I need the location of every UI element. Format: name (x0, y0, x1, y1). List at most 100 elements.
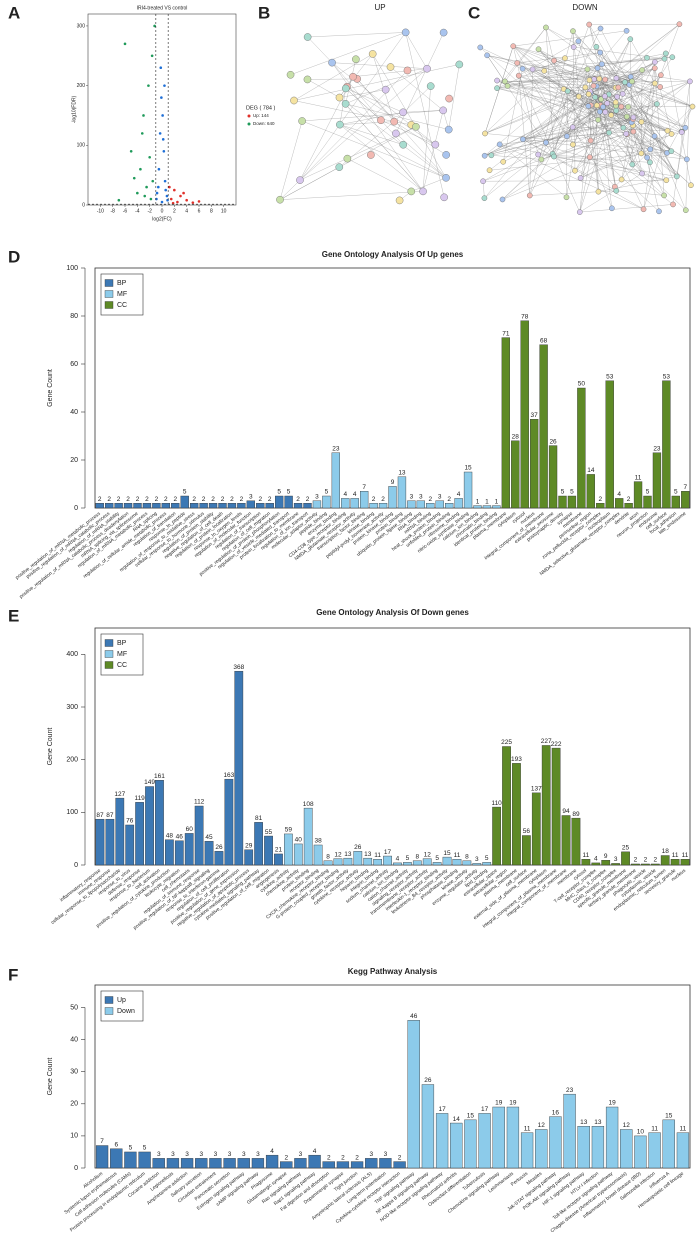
network-edge (545, 27, 555, 157)
legend-label: Down: 640 (253, 121, 275, 126)
point (143, 194, 147, 198)
bar-value-label: 8 (465, 854, 469, 861)
bar-value-label: 2 (136, 496, 140, 503)
network-edge (589, 157, 615, 187)
bar (155, 780, 164, 866)
bar (294, 1158, 307, 1169)
bar (322, 495, 331, 509)
bar (591, 862, 601, 866)
network-edge (497, 80, 687, 160)
bar (621, 851, 630, 866)
network-node (595, 117, 601, 123)
network-edge (487, 55, 523, 69)
network-edge (629, 84, 693, 107)
bar (184, 833, 194, 866)
network-node (543, 24, 549, 31)
bar-value-label: 53 (663, 374, 671, 381)
network-node (647, 146, 654, 153)
bar (522, 835, 531, 866)
x-tick-label: Cell adhesion molecules (CAMs) (74, 1171, 133, 1219)
network-edge (482, 181, 485, 199)
bar-value-label: 18 (662, 848, 670, 855)
bar (596, 503, 605, 509)
bar (393, 862, 402, 866)
network-node (651, 133, 658, 139)
network-edge (572, 39, 631, 145)
network-node (535, 151, 541, 158)
bar-value-label: 23 (332, 446, 340, 453)
network-edge (496, 67, 598, 89)
bar (280, 1161, 293, 1169)
bar-value-label: 15 (464, 465, 472, 472)
network-edge (331, 62, 382, 121)
network-edge (405, 32, 428, 69)
bar (133, 503, 142, 509)
y-tick-label: 0 (74, 505, 78, 512)
bar (199, 503, 208, 509)
bar-value-label: 5 (287, 489, 291, 496)
bar (275, 495, 284, 509)
point (163, 84, 166, 87)
bar-value-label: 1 (485, 498, 489, 505)
bar (323, 860, 333, 866)
bar-value-label: 127 (114, 791, 125, 798)
network-edge (589, 24, 608, 104)
network-node (585, 103, 592, 109)
bar (244, 849, 254, 866)
network-edge (621, 24, 680, 180)
bar-value-label: 15 (443, 850, 451, 857)
point (168, 185, 171, 189)
network-edge (553, 91, 568, 157)
bar-value-label: 112 (194, 799, 205, 806)
network-node (403, 66, 412, 75)
bar (670, 859, 680, 866)
bar (492, 505, 501, 509)
network-node (392, 129, 400, 138)
panel-label: A (8, 3, 20, 22)
point (132, 176, 136, 180)
bar-value-label: 368 (233, 664, 244, 671)
legend-swatch (247, 122, 251, 126)
network-node (584, 66, 591, 73)
network-node (620, 124, 627, 131)
x-tick-label: -6 (123, 208, 128, 214)
network-edge (293, 64, 460, 101)
network-node (480, 178, 486, 185)
bar (511, 440, 520, 509)
point (145, 185, 148, 189)
network-edge (596, 46, 682, 132)
bar (224, 778, 234, 866)
bar-value-label: 4 (270, 1148, 274, 1155)
bar (95, 1145, 109, 1169)
bar-value-label: 46 (176, 833, 184, 840)
bar-value-label: 5 (561, 489, 565, 496)
bar (454, 498, 463, 509)
bar-value-label: 25 (622, 845, 630, 852)
bar (166, 1158, 180, 1169)
bar (445, 503, 454, 509)
point (160, 96, 163, 99)
network-edge (572, 31, 580, 97)
network-edge (380, 120, 436, 145)
network-edge (499, 132, 610, 145)
network-node (477, 44, 484, 51)
x-axis-label: log2(FC) (152, 216, 172, 222)
network-edge (650, 62, 656, 150)
bar-value-label: 2 (221, 496, 225, 503)
network-edge (299, 32, 406, 181)
bar-value-label: 3 (185, 1151, 189, 1158)
bar-value-label: 2 (372, 496, 376, 503)
network-edge (587, 69, 655, 84)
network-edge (302, 120, 447, 179)
network-edge (588, 69, 643, 94)
bar-value-label: 3 (199, 1151, 203, 1158)
network-node (510, 43, 517, 49)
chart-title: Kegg Pathway Analysis (348, 967, 438, 976)
point (117, 198, 121, 202)
network-node (625, 104, 631, 110)
point (158, 132, 162, 135)
legend-title: DEG ( 784 ) (246, 105, 276, 111)
network-edge (394, 85, 431, 122)
x-tick-label: 0 (161, 208, 164, 214)
